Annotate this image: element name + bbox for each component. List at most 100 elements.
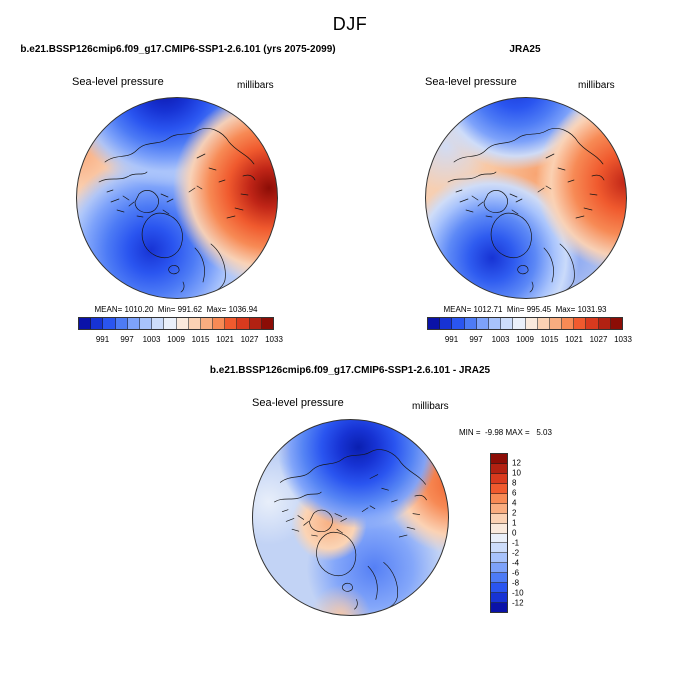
colorbar-segment bbox=[491, 493, 507, 504]
colorbar-tick-label: 997 bbox=[469, 335, 483, 344]
colorbar-tick-label: -1 bbox=[512, 538, 520, 548]
colorbar-tick-label: 0 bbox=[512, 528, 517, 538]
colorbar-segment bbox=[491, 473, 507, 484]
colorbar-segment bbox=[491, 533, 507, 544]
pressure-colorbar-ticks-model: 991 997 1003 1009 1015 1021 1027 1033 bbox=[78, 335, 283, 345]
pressure-colorbar-reference bbox=[427, 317, 623, 330]
panel-reference-units-label: millibars bbox=[578, 80, 615, 91]
colorbar-segment bbox=[491, 583, 507, 594]
colorbar-segment bbox=[139, 318, 153, 329]
colorbar-tick-label: 6 bbox=[512, 488, 517, 498]
colorbar-segment bbox=[491, 603, 507, 612]
colorbar-segment bbox=[428, 318, 441, 329]
figure-title: DJF bbox=[332, 14, 368, 34]
colorbar-segment bbox=[176, 318, 189, 329]
colorbar-segment bbox=[103, 318, 116, 329]
colorbar-tick-label: 1021 bbox=[216, 335, 234, 344]
colorbar-segment bbox=[79, 318, 92, 329]
colorbar-segment bbox=[152, 318, 165, 329]
colorbar-tick-label: 12 bbox=[512, 458, 521, 468]
colorbar-segment bbox=[127, 318, 140, 329]
panel-model-stats: MEAN= 1010.20 Min= 991.62 Max= 1036.94 bbox=[94, 305, 258, 314]
colorbar-segment bbox=[213, 318, 226, 329]
colorbar-tick-label: 1015 bbox=[540, 335, 559, 344]
colorbar-tick-label: -4 bbox=[512, 558, 520, 568]
colorbar-segment bbox=[513, 318, 526, 329]
panel-difference-minmax: MIN = -9.98 MAX = 5.03 bbox=[459, 428, 552, 437]
panel-reference-header: JRA25 bbox=[509, 44, 541, 55]
colorbar-segment bbox=[574, 318, 587, 329]
colorbar-segment bbox=[225, 318, 238, 329]
coastline-svg bbox=[98, 128, 256, 293]
colorbar-tick-label: -8 bbox=[512, 578, 520, 588]
colorbar-tick-label: 1021 bbox=[565, 335, 583, 344]
colorbar-segment bbox=[261, 318, 273, 329]
colorbar-segment bbox=[188, 318, 201, 329]
panel-model-field-label: Sea-level pressure bbox=[72, 76, 164, 88]
colorbar-segment bbox=[115, 318, 128, 329]
colorbar-segment bbox=[525, 318, 538, 329]
colorbar-tick-label: 1027 bbox=[240, 335, 259, 344]
pressure-colorbar-ticks-reference: 991 997 1003 1009 1015 1021 1027 1033 bbox=[427, 335, 632, 345]
difference-colorbar bbox=[490, 453, 508, 613]
colorbar-segment bbox=[549, 318, 563, 329]
map-reference-sea-level-pressure bbox=[425, 97, 627, 299]
colorbar-segment bbox=[491, 553, 507, 564]
colorbar-segment bbox=[491, 454, 507, 464]
colorbar-segment bbox=[610, 318, 622, 329]
colorbar-tick-label: 10 bbox=[512, 468, 521, 478]
colorbar-segment bbox=[537, 318, 550, 329]
colorbar-tick-label: 991 bbox=[444, 335, 459, 344]
panel-difference-field-label: Sea-level pressure bbox=[252, 397, 344, 409]
panel-difference-header: b.e21.BSSP126cmip6.f09_g17.CMIP6-SSP1-2.… bbox=[209, 365, 491, 376]
colorbar-segment bbox=[200, 318, 214, 329]
colorbar-segment bbox=[488, 318, 502, 329]
colorbar-segment bbox=[491, 573, 507, 584]
colorbar-segment bbox=[476, 318, 489, 329]
difference-colorbar-ticks: 12 10 8 6 4 2 1 0 -1 -2 -4 -6 -8 -10 -12 bbox=[512, 453, 536, 613]
colorbar-tick-label: -2 bbox=[512, 548, 520, 558]
map-difference-sea-level-pressure bbox=[252, 419, 449, 616]
colorbar-segment bbox=[491, 463, 507, 474]
colorbar-segment bbox=[491, 563, 507, 574]
colorbar-segment bbox=[491, 483, 507, 494]
colorbar-tick-label: 1 bbox=[512, 518, 517, 528]
colorbar-tick-label: 1003 bbox=[142, 335, 161, 344]
colorbar-tick-label: -12 bbox=[512, 598, 524, 608]
panel-model-units-label: millibars bbox=[237, 80, 274, 91]
colorbar-tick-label: 1015 bbox=[191, 335, 210, 344]
colorbar-segment bbox=[464, 318, 477, 329]
colorbar-segment bbox=[586, 318, 599, 329]
colorbar-tick-label: 2 bbox=[512, 508, 517, 518]
colorbar-tick-label: 1027 bbox=[589, 335, 608, 344]
panel-reference-stats: MEAN= 1012.71 Min= 995.45 Max= 1031.93 bbox=[443, 305, 607, 314]
colorbar-segment bbox=[491, 593, 507, 604]
colorbar-tick-label: 1033 bbox=[614, 335, 632, 344]
colorbar-tick-label: 1033 bbox=[265, 335, 283, 344]
colorbar-tick-label: 1003 bbox=[491, 335, 510, 344]
coastline-svg bbox=[274, 449, 427, 610]
panel-reference-field-label: Sea-level pressure bbox=[425, 76, 517, 88]
colorbar-tick-label: 8 bbox=[512, 478, 517, 488]
colorbar-segment bbox=[501, 318, 514, 329]
colorbar-tick-label: -10 bbox=[512, 588, 524, 598]
colorbar-tick-label: 997 bbox=[120, 335, 134, 344]
map-model-sea-level-pressure bbox=[76, 97, 278, 299]
colorbar-tick-label: -6 bbox=[512, 568, 520, 578]
colorbar-segment bbox=[164, 318, 177, 329]
colorbar-tick-label: 1009 bbox=[167, 335, 185, 344]
colorbar-segment bbox=[491, 523, 507, 534]
colorbar-segment bbox=[91, 318, 104, 329]
panel-difference-units-label: millibars bbox=[412, 401, 449, 412]
colorbar-tick-label: 991 bbox=[95, 335, 110, 344]
panel-model-header: b.e21.BSSP126cmip6.f09_g17.CMIP6-SSP1-2.… bbox=[20, 44, 336, 55]
colorbar-segment bbox=[491, 503, 507, 514]
colorbar-segment bbox=[491, 513, 507, 524]
colorbar-segment bbox=[237, 318, 250, 329]
coastline-svg bbox=[447, 128, 605, 293]
colorbar-tick-label: 1009 bbox=[516, 335, 534, 344]
colorbar-segment bbox=[562, 318, 575, 329]
colorbar-segment bbox=[491, 543, 507, 554]
colorbar-segment bbox=[452, 318, 465, 329]
colorbar-segment bbox=[249, 318, 262, 329]
